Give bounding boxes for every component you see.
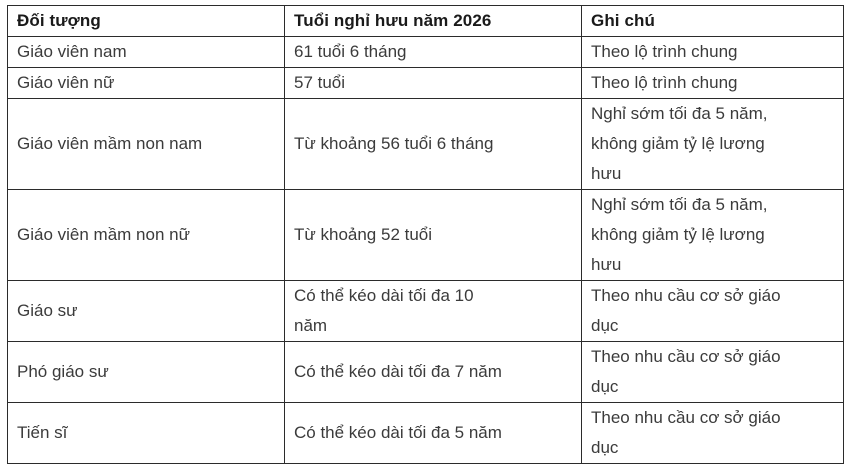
note-line: dục [591, 316, 619, 335]
cell-retirement-age: Từ khoảng 52 tuổi [284, 189, 582, 281]
column-header-retirement-age: Tuổi nghỉ hưu năm 2026 [284, 5, 582, 37]
cell-note: Theo nhu cầu cơ sở giáo dục [581, 280, 844, 342]
note-line: Nghỉ sớm tối đa 5 năm, [591, 195, 768, 214]
cell-subject: Phó giáo sư [7, 341, 285, 403]
note-line: Theo lộ trình chung [591, 73, 738, 92]
table-row: Phó giáo sư Có thể kéo dài tối đa 7 năm … [7, 341, 844, 403]
cell-retirement-age: 57 tuổi [284, 67, 582, 99]
cell-retirement-age: Có thể kéo dài tối đa 5 năm [284, 402, 582, 464]
cell-subject: Giáo sư [7, 280, 285, 342]
cell-retirement-age: Có thể kéo dài tối đa 10 năm [284, 280, 582, 342]
table-row: Giáo viên nữ 57 tuổi Theo lộ trình chung [7, 67, 844, 99]
cell-subject: Giáo viên nam [7, 36, 285, 68]
table-row: Giáo viên nam 61 tuổi 6 tháng Theo lộ tr… [7, 36, 844, 68]
column-header-note: Ghi chú [581, 5, 844, 37]
note-line: hưu [591, 255, 622, 274]
table-row: Giáo viên mầm non nữ Từ khoảng 52 tuổi N… [7, 189, 844, 281]
age-line: Có thể kéo dài tối đa 10 [294, 286, 474, 305]
note-line: dục [591, 438, 619, 457]
cell-note: Theo nhu cầu cơ sở giáo dục [581, 341, 844, 403]
note-line: Theo lộ trình chung [591, 42, 738, 61]
age-line: năm [294, 316, 328, 335]
table-header-row: Đối tượng Tuổi nghỉ hưu năm 2026 Ghi chú [7, 5, 844, 37]
note-line: Nghỉ sớm tối đa 5 năm, [591, 104, 768, 123]
note-line: Theo nhu cầu cơ sở giáo [591, 408, 781, 427]
cell-subject: Giáo viên mầm non nữ [7, 189, 285, 281]
cell-note: Nghỉ sớm tối đa 5 năm, không giảm tỷ lệ … [581, 189, 844, 281]
cell-note: Theo lộ trình chung [581, 67, 844, 99]
note-line: không giảm tỷ lệ lương [591, 225, 765, 244]
table-row: Giáo viên mầm non nam Từ khoảng 56 tuổi … [7, 98, 844, 190]
note-line: không giảm tỷ lệ lương [591, 134, 765, 153]
cell-subject: Giáo viên mầm non nam [7, 98, 285, 190]
cell-retirement-age: 61 tuổi 6 tháng [284, 36, 582, 68]
table-header: Đối tượng Tuổi nghỉ hưu năm 2026 Ghi chú [7, 5, 844, 37]
cell-note: Theo lộ trình chung [581, 36, 844, 68]
note-line: hưu [591, 164, 622, 183]
note-line: dục [591, 377, 619, 396]
cell-retirement-age: Có thể kéo dài tối đa 7 năm [284, 341, 582, 403]
cell-note: Nghỉ sớm tối đa 5 năm, không giảm tỷ lệ … [581, 98, 844, 190]
table-body: Giáo viên nam 61 tuổi 6 tháng Theo lộ tr… [7, 36, 844, 464]
retirement-age-table: Đối tượng Tuổi nghỉ hưu năm 2026 Ghi chú… [7, 5, 844, 464]
column-header-subject: Đối tượng [7, 5, 285, 37]
cell-retirement-age: Từ khoảng 56 tuổi 6 tháng [284, 98, 582, 190]
table-row: Tiến sĩ Có thể kéo dài tối đa 5 năm Theo… [7, 402, 844, 464]
retirement-table-container: Đối tượng Tuổi nghỉ hưu năm 2026 Ghi chú… [7, 5, 844, 464]
cell-subject: Tiến sĩ [7, 402, 285, 464]
table-row: Giáo sư Có thể kéo dài tối đa 10 năm The… [7, 280, 844, 342]
cell-note: Theo nhu cầu cơ sở giáo dục [581, 402, 844, 464]
note-line: Theo nhu cầu cơ sở giáo [591, 286, 781, 305]
note-line: Theo nhu cầu cơ sở giáo [591, 347, 781, 366]
cell-subject: Giáo viên nữ [7, 67, 285, 99]
